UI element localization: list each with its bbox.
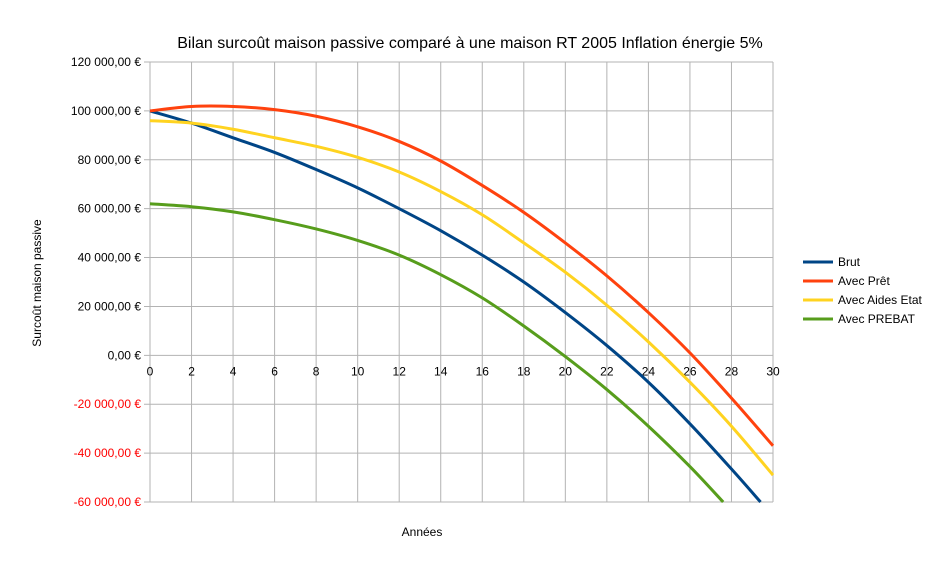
x-tick-label: 30 — [766, 364, 780, 378]
x-tick-label: 24 — [642, 364, 656, 378]
x-tick-label: 28 — [725, 364, 739, 378]
y-tick-label: 80 000,00 € — [78, 153, 142, 167]
series-line-0 — [149, 109, 762, 503]
y-tick-label: -60 000,00 € — [74, 495, 142, 509]
y-tick-label: 60 000,00 € — [78, 202, 142, 216]
y-tick-label: 20 000,00 € — [78, 299, 142, 313]
series-line-3 — [149, 202, 725, 504]
x-tick-label: 4 — [230, 364, 237, 378]
y-tick-label: -20 000,00 € — [74, 397, 142, 411]
x-axis-label: Années — [402, 525, 443, 539]
grid — [144, 61, 774, 503]
x-tick-label: 26 — [683, 364, 697, 378]
y-axis-ticks: 120 000,00 € 100 000,00 € 80 000,00 € 60 00… — [71, 55, 141, 509]
x-tick-label: 14 — [434, 364, 448, 378]
legend-label: Avec Aides Etat — [838, 293, 922, 307]
legend-label: Avec PREBAT — [838, 312, 916, 326]
legend-label: Avec Prêt — [838, 274, 890, 288]
legend-label: Brut — [838, 255, 861, 269]
y-tick-label: 120 000,00 € — [71, 55, 141, 69]
chart-title: Bilan surcoût maison passive comparé à u… — [177, 35, 763, 52]
y-tick-label: 0,00 € — [108, 348, 142, 362]
series-line-1 — [149, 104, 775, 447]
x-tick-label: 0 — [147, 364, 154, 378]
x-axis-ticks: 0 2 4 6 8 10 12 14 16 18 20 22 24 26 28 30 — [147, 364, 780, 378]
series-line-2 — [149, 119, 775, 477]
x-tick-label: 22 — [600, 364, 614, 378]
y-tick-label: 40 000,00 € — [78, 251, 142, 265]
series-lines — [149, 104, 775, 504]
x-tick-label: 12 — [393, 364, 407, 378]
legend: Brut Avec Prêt Avec Aides Etat Avec PREBAT — [803, 255, 922, 326]
x-tick-label: 16 — [476, 364, 490, 378]
x-tick-label: 10 — [351, 364, 365, 378]
x-tick-label: 6 — [271, 364, 278, 378]
x-tick-label: 2 — [188, 364, 195, 378]
y-tick-label: -40 000,00 € — [74, 446, 142, 460]
y-tick-label: 100 000,00 € — [71, 104, 141, 118]
x-tick-label: 18 — [517, 364, 531, 378]
x-tick-label: 8 — [313, 364, 320, 378]
x-tick-label: 20 — [559, 364, 573, 378]
y-axis-label: Surcoût maison passive — [30, 219, 44, 347]
